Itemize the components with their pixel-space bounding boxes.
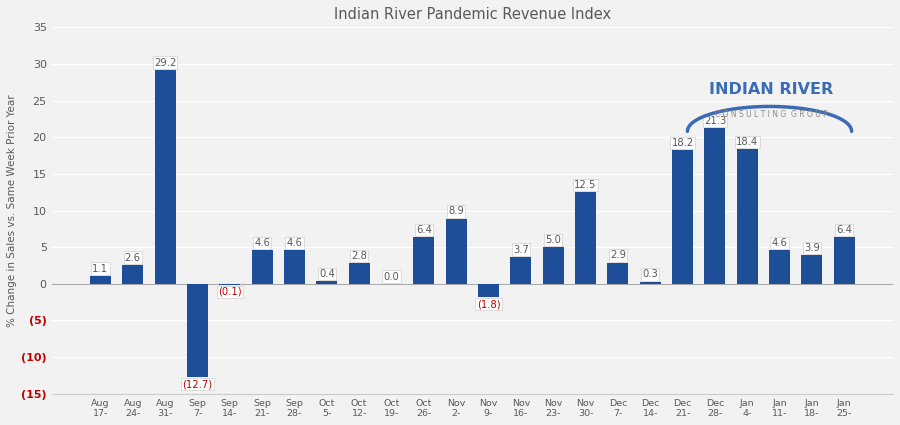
Text: 0.0: 0.0 [383,272,400,282]
Text: 3.7: 3.7 [513,244,529,255]
Bar [187,284,208,377]
Text: C O N S U L T I N G  G R O U P: C O N S U L T I N G G R O U P [715,110,828,119]
Bar [833,237,855,284]
Bar [672,150,693,284]
Bar [284,250,305,284]
Title: Indian River Pandemic Revenue Index: Indian River Pandemic Revenue Index [334,7,611,22]
Text: 4.6: 4.6 [286,238,302,248]
Bar [122,265,143,284]
Text: 18.4: 18.4 [736,137,759,147]
Bar [348,264,370,284]
Text: 8.9: 8.9 [448,207,464,216]
Bar [575,192,596,284]
Bar [640,282,661,284]
Text: 4.6: 4.6 [771,238,788,248]
Text: 4.6: 4.6 [254,238,270,248]
Text: 12.5: 12.5 [574,180,597,190]
Text: 1.1: 1.1 [93,264,108,274]
Bar [770,250,790,284]
Text: (1.8): (1.8) [477,299,500,309]
Text: 0.4: 0.4 [319,269,335,279]
Text: 6.4: 6.4 [836,225,852,235]
Text: 6.4: 6.4 [416,225,432,235]
Bar [608,263,628,284]
Text: 2.9: 2.9 [610,250,626,261]
Text: 0.3: 0.3 [643,269,658,280]
Text: 21.3: 21.3 [704,116,726,125]
Text: 2.8: 2.8 [351,251,367,261]
Bar [413,237,435,284]
Bar [478,284,499,297]
Bar [510,257,531,284]
Bar [801,255,823,284]
Text: (0.1): (0.1) [218,287,241,297]
Text: 5.0: 5.0 [545,235,561,245]
Bar [252,250,273,284]
Bar [90,276,111,284]
Bar [220,284,240,285]
Y-axis label: % Change in Sales vs. Same Week Prior Year: % Change in Sales vs. Same Week Prior Ye… [7,94,17,327]
Text: (12.7): (12.7) [183,379,212,389]
Bar [155,70,176,284]
Bar [316,281,338,284]
Bar [543,247,563,284]
Text: 3.9: 3.9 [804,243,820,253]
Text: INDIAN RIVER: INDIAN RIVER [709,82,833,97]
Bar [737,149,758,284]
Bar [705,128,725,284]
Text: 2.6: 2.6 [125,252,140,263]
Text: 18.2: 18.2 [671,138,694,148]
Bar [446,218,467,284]
Text: 29.2: 29.2 [154,58,176,68]
